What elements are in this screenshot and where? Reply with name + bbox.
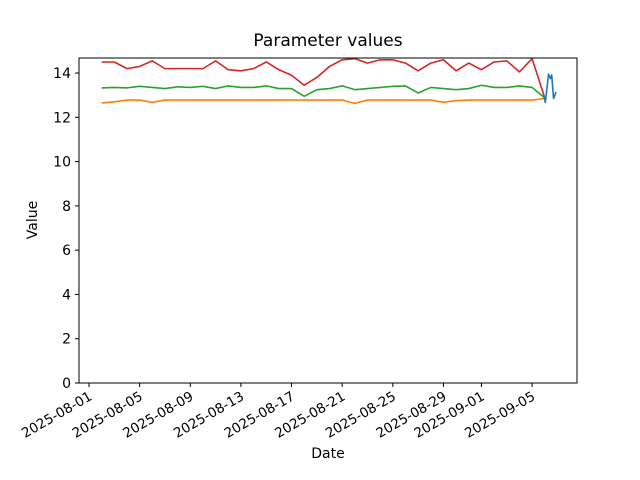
y-tick-label: 6: [62, 243, 71, 259]
series-orange-line: [101, 97, 545, 105]
series-red-line: [101, 57, 546, 99]
y-tick-label: 12: [53, 110, 71, 126]
plot-border: [78, 57, 578, 384]
y-tick-label: 8: [62, 199, 71, 215]
y-axis-label: Value: [25, 200, 41, 240]
y-tick-label: 4: [62, 287, 71, 303]
chart-title: Parameter values: [253, 31, 403, 51]
y-tick-label: 10: [53, 155, 71, 171]
x-axis-label: Date: [311, 446, 345, 462]
y-tick-label: 14: [53, 66, 71, 82]
series-blue-line: [542, 73, 557, 104]
series-green-line: [101, 84, 546, 99]
y-tick-label: 0: [62, 376, 71, 392]
y-tick-label: 2: [62, 332, 71, 348]
